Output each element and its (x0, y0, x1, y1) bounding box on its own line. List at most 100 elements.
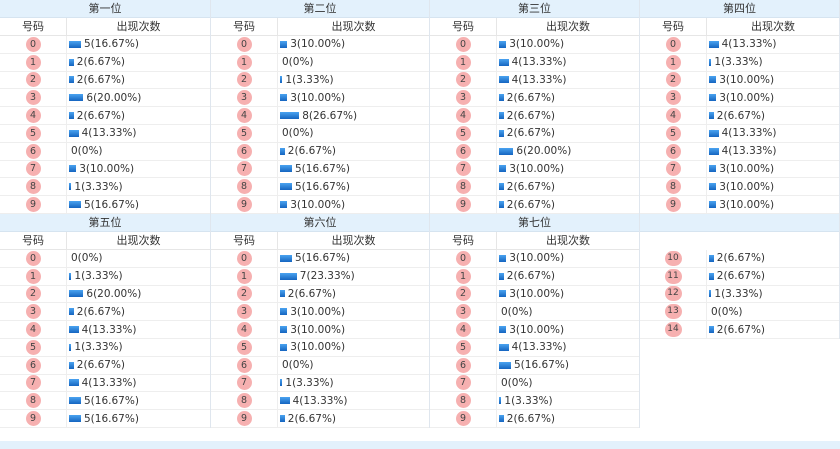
count-text: 3(10.00%) (719, 198, 775, 211)
frequency-row: 6 5(16.67%) (430, 356, 639, 375)
frequency-row: 3 2(6.67%) (0, 303, 210, 322)
frequency-row: 8 3(10.00%) (640, 178, 839, 197)
count-cell: 2(6.67%) (496, 89, 639, 107)
code-cell: 8 (0, 392, 66, 409)
count-text: 1(3.33%) (285, 73, 334, 86)
code-cell: 2 (430, 72, 496, 89)
position-panel-7: 第七位 号码 出现次数 0 3(10.00%) 1 2(6.67%) 2 3(10.00%) 3 0… (430, 214, 640, 428)
frequency-row: 6 2(6.67%) (0, 356, 210, 375)
panel-header-row: 号码 出现次数 (0, 18, 210, 36)
count-text: 3(10.00%) (290, 341, 346, 354)
count-text: 0(0%) (501, 376, 533, 389)
code-cell: 14 (640, 321, 706, 338)
count-text: 1(3.33%) (714, 287, 763, 300)
code-cell: 3 (640, 89, 706, 106)
code-cell: 6 (0, 357, 66, 374)
count-text: 4(13.33%) (511, 73, 567, 86)
count-cell: 3(10.00%) (277, 36, 429, 53)
number-ball: 3 (455, 90, 471, 106)
frequency-bar (280, 415, 285, 423)
panel-header-row: 号码 出现次数 (211, 232, 429, 250)
count-text: 0(0%) (71, 252, 103, 265)
frequency-row: 5 4(13.33%) (0, 124, 210, 143)
frequency-row: 1 0(0%) (211, 53, 429, 72)
count-cell: 3(10.00%) (706, 178, 839, 196)
count-text: 2(6.67%) (716, 252, 766, 265)
frequency-row: 8 5(16.67%) (0, 392, 210, 411)
frequency-bar (499, 290, 507, 298)
count-cell: 5(16.67%) (277, 178, 429, 196)
frequency-bar (69, 165, 77, 173)
frequency-bar (499, 272, 504, 280)
frequency-row: 7 4(13.33%) (0, 374, 210, 393)
frequency-row: 3 2(6.67%) (430, 89, 639, 108)
count-cell: 3(10.00%) (496, 250, 639, 267)
count-text: 4(13.33%) (511, 56, 567, 69)
code-cell: 7 (0, 375, 66, 392)
number-ball: 2 (236, 286, 252, 302)
number-ball: 8 (665, 179, 681, 195)
count-cell: 4(13.33%) (706, 142, 839, 160)
number-ball: 8 (236, 179, 252, 195)
frequency-row: 1 1(3.33%) (0, 267, 210, 286)
count-text: 2(6.67%) (287, 287, 337, 300)
frequency-row: 7 0(0%) (430, 374, 639, 393)
count-text: 2(6.67%) (716, 323, 766, 336)
code-cell: 7 (430, 375, 496, 392)
count-text: 5(16.67%) (295, 162, 350, 175)
count-text: 2(6.67%) (506, 127, 556, 140)
frequency-bar (280, 183, 292, 191)
frequency-row: 0 0(0%) (0, 250, 210, 268)
frequency-row: 4 2(6.67%) (640, 107, 839, 125)
frequency-bar (280, 112, 300, 120)
code-cell: 1 (430, 54, 496, 71)
number-ball: 7 (455, 375, 471, 391)
count-cell: 0(0%) (277, 53, 429, 71)
number-ball: 1 (455, 268, 471, 284)
count-cell: 0(0%) (496, 374, 639, 392)
count-text: 3(10.00%) (509, 287, 565, 300)
position-panel-2: 第二位 号码 出现次数 0 3(10.00%) 1 0(0%) 2 1(3.33%) 3 3(10.… (211, 0, 430, 214)
count-text: 3(10.00%) (290, 38, 346, 51)
count-cell: 0(0%) (706, 303, 839, 321)
frequency-bar (709, 165, 717, 173)
count-text: 3(10.00%) (719, 162, 775, 175)
frequency-row: 4 4(13.33%) (0, 321, 210, 339)
count-cell: 1(3.33%) (496, 392, 639, 410)
count-text: 0(0%) (501, 305, 533, 318)
frequency-row: 9 5(16.67%) (0, 196, 210, 214)
position-panel-5: 第五位 号码 出现次数 0 0(0%) 1 1(3.33%) 2 6(20.00%) 3 2(6.6… (0, 214, 211, 428)
count-text: 1(3.33%) (74, 180, 123, 193)
frequency-bar (69, 40, 81, 48)
code-cell: 11 (640, 268, 706, 285)
count-text: 6(20.00%) (86, 91, 142, 104)
count-cell: 2(6.67%) (496, 107, 639, 124)
number-ball: 4 (25, 322, 41, 338)
frequency-row: 9 5(16.67%) (0, 410, 210, 428)
code-cell: 7 (640, 161, 706, 178)
count-cell: 6(20.00%) (66, 285, 210, 303)
number-ball: 5 (25, 339, 41, 355)
frequency-bar (280, 254, 292, 262)
frequency-bar (280, 201, 288, 209)
frequency-bar (280, 94, 288, 102)
count-text: 2(6.67%) (287, 145, 337, 158)
count-text: 6(20.00%) (516, 145, 572, 158)
count-text: 5(16.67%) (295, 252, 350, 265)
number-ball: 1 (25, 268, 41, 284)
number-ball: 6 (236, 357, 252, 373)
count-cell: 2(6.67%) (496, 124, 639, 142)
frequency-bar (709, 201, 717, 209)
count-text: 0(0%) (711, 305, 743, 318)
frequency-row: 2 3(10.00%) (430, 285, 639, 304)
frequency-row: 5 4(13.33%) (640, 124, 839, 143)
code-cell: 7 (211, 161, 277, 178)
frequency-row: 2 6(20.00%) (0, 285, 210, 304)
number-ball: 9 (25, 197, 41, 213)
frequency-bar (69, 343, 72, 351)
code-cell: 0 (430, 250, 496, 267)
code-column-header: 号码 (233, 20, 255, 33)
frequency-bar (709, 94, 717, 102)
frequency-bar (499, 415, 504, 423)
count-text: 3(10.00%) (290, 305, 346, 318)
